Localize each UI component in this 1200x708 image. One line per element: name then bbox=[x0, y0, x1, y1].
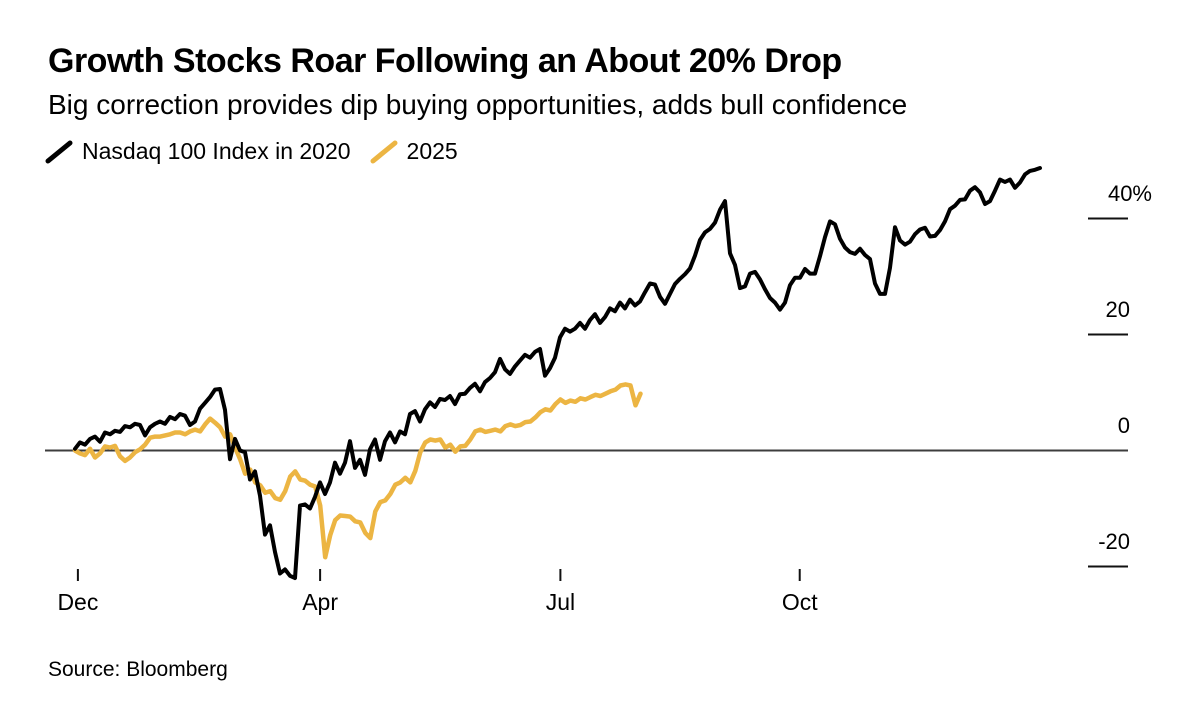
legend-label-2025: 2025 bbox=[406, 138, 458, 164]
series-line-2025 bbox=[72, 382, 643, 560]
legend-label-2020: Nasdaq 100 Index in 2020 bbox=[82, 138, 351, 164]
x-axis-label: Dec bbox=[57, 589, 99, 615]
y-axis-label: 0 bbox=[1117, 412, 1130, 438]
slash-icon-2025 bbox=[370, 140, 398, 163]
legend: Nasdaq 100 Index in 2020 2025 bbox=[45, 138, 458, 165]
source-note: Source: Bloomberg bbox=[48, 658, 228, 681]
x-axis-label: Oct bbox=[781, 589, 818, 615]
page-title: Growth Stocks Roar Following an About 20… bbox=[48, 42, 842, 80]
legend-item-2020: Nasdaq 100 Index in 2020 bbox=[45, 138, 351, 165]
x-axis-label: Jul bbox=[545, 589, 576, 615]
legend-item-2025: 2025 bbox=[370, 138, 458, 165]
series-line-nasdaq-100-index-in-2020 bbox=[73, 166, 1042, 581]
y-axis-label: 40% bbox=[1107, 180, 1152, 206]
y-axis-label: -20 bbox=[1098, 528, 1130, 554]
page-subtitle: Big correction provides dip buying oppor… bbox=[48, 89, 908, 120]
y-axis-label: 20 bbox=[1105, 296, 1130, 322]
slash-icon-2020 bbox=[45, 140, 73, 163]
x-axis-label: Apr bbox=[302, 589, 338, 615]
